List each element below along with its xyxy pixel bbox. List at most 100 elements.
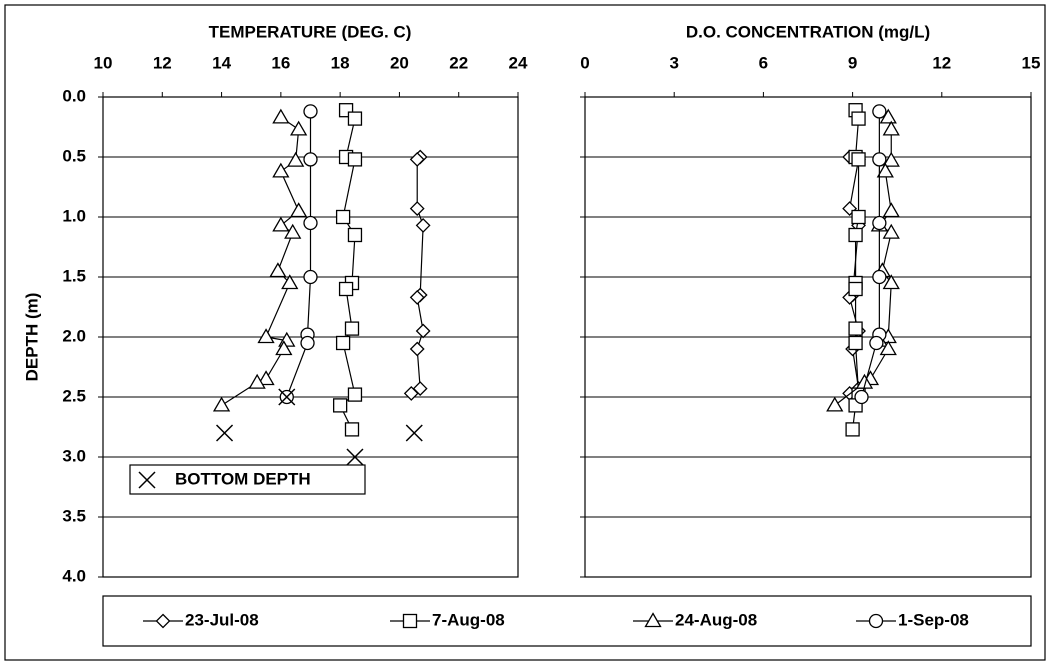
y-tick-label: 3.5 [62,506,86,525]
data-point [409,151,425,167]
x-tick-label: 0 [580,53,589,72]
data-point [272,216,290,232]
data-point [872,215,887,231]
data-point [300,335,315,351]
x-tick-label: 15 [1022,53,1041,72]
temperature-title: TEMPERATURE (DEG. C) [209,22,412,41]
data-point [272,162,290,178]
data-point [882,120,900,136]
data-point [409,289,425,305]
data-point [851,111,866,126]
x-tick-label: 18 [331,53,350,72]
y-tick-label: 4.0 [62,566,86,585]
bottom-depth-marker [278,388,296,406]
legend-box [102,595,1032,647]
data-point [257,328,275,344]
data-point [869,335,884,351]
bottom-depth-label: BOTTOM DEPTH [175,469,311,488]
data-point [403,385,419,401]
data-point [347,152,363,167]
data-point [851,209,866,225]
x-tick-label: 22 [449,53,468,72]
bottom-depth-marker [405,424,423,442]
data-point [882,202,900,218]
bottom-depth-cross [278,388,296,406]
data-point [347,387,363,402]
data-point [879,108,897,124]
data-point [287,151,305,167]
data-point [303,104,318,119]
outer-frame [4,4,1046,661]
series-line [411,156,424,394]
bottom-depth-cross [346,448,364,466]
y-tick-label: 3.0 [62,446,86,465]
data-point [851,152,866,167]
legend-label: 24-Aug-08 [675,610,757,629]
data-point [347,227,363,243]
data-point [848,335,863,351]
legend-marker [868,613,884,629]
data-point [848,321,863,336]
legend-label: 1-Sep-08 [898,610,969,629]
legend-marker [644,612,662,628]
y-tick-label: 2.0 [62,326,86,345]
y-axis-title: DEPTH (m) [22,293,41,382]
data-point [882,274,900,290]
data-point [303,215,318,231]
x-tick-label: 6 [759,53,768,72]
data-point [281,274,299,290]
data-point [303,152,318,167]
data-point [882,223,900,239]
bottom-depth-cross [138,471,156,489]
data-point [338,281,354,297]
x-tick-label: 16 [271,53,290,72]
data-point [290,120,308,136]
data-point [872,104,887,119]
y-tick-label: 0.0 [62,86,86,105]
data-point [826,396,844,412]
data-point [335,209,351,225]
bottom-depth-marker [346,448,364,466]
x-tick-label: 14 [212,53,231,72]
x-tick-label: 20 [390,53,409,72]
data-point [872,152,887,167]
y-tick-label: 1.0 [62,206,86,225]
data-point [882,151,900,167]
data-point [876,162,894,178]
y-tick-label: 0.5 [62,146,86,165]
data-point [872,269,887,285]
data-point [212,396,231,412]
data-point [879,340,897,356]
data-point [848,227,863,243]
x-tick-label: 9 [848,53,857,72]
data-point [854,389,869,405]
do-title: D.O. CONCENTRATION (mg/L) [686,22,930,41]
series-line [848,156,860,394]
data-point [284,223,302,239]
data-point [303,269,318,285]
legend-label: 7-Aug-08 [432,610,505,629]
y-tick-label: 1.5 [62,266,86,285]
x-tick-label: 24 [509,53,528,72]
data-point [332,398,348,413]
data-point [272,108,290,124]
y-tick-label: 2.5 [62,386,86,405]
bottom-depth-cross [405,424,423,442]
data-point [335,335,351,351]
data-point [248,373,266,389]
data-point [415,323,431,339]
bottom-depth-cross [216,424,234,442]
data-point [409,201,425,217]
x-tick-label: 12 [932,53,951,72]
x-tick-label: 12 [153,53,172,72]
bottom-depth-marker [138,471,156,489]
data-point [275,340,293,356]
x-tick-label: 10 [94,53,113,72]
data-point [269,262,287,278]
data-point [848,281,863,297]
data-point [290,202,308,218]
data-point [257,370,275,386]
legend-marker [155,613,171,629]
data-point [845,422,860,437]
